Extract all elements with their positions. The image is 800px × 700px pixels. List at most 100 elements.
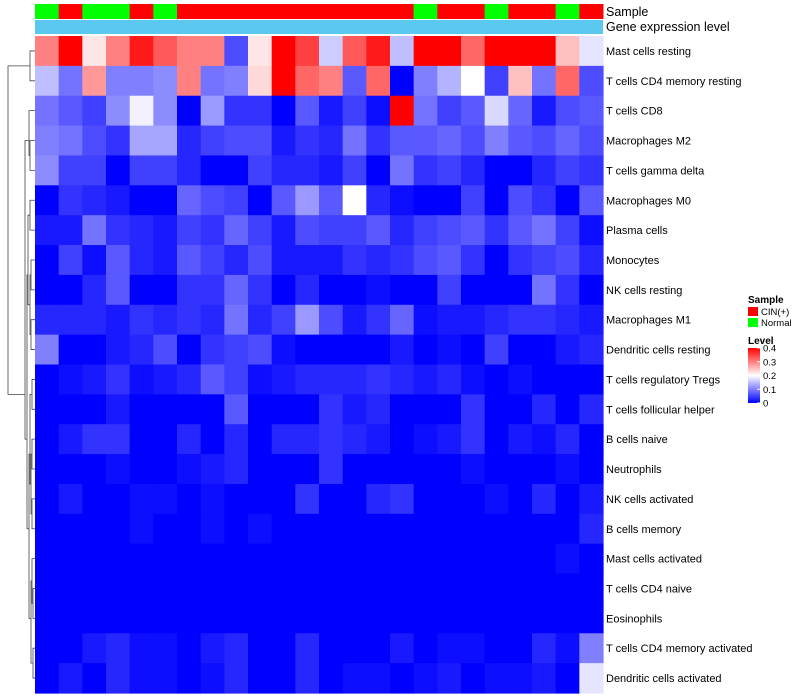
legend-tick-label: 0.4	[763, 344, 776, 355]
dendrogram-branch	[29, 199, 35, 231]
heatmap-cell	[295, 95, 320, 127]
heatmap-cell	[177, 454, 202, 485]
heatmap-cell	[35, 513, 60, 545]
heatmap-cell	[271, 483, 296, 515]
row-label: T cells regulatory Tregs	[606, 374, 721, 386]
heatmap-cell	[555, 543, 580, 575]
heatmap-cell	[153, 573, 178, 605]
heatmap-cell	[579, 155, 604, 186]
row-label: T cells CD4 memory resting	[606, 76, 742, 88]
heatmap-cell	[82, 454, 107, 485]
heatmap-cell	[35, 573, 60, 605]
heatmap-cell	[200, 155, 225, 186]
heatmap-cell	[224, 215, 249, 246]
heatmap-cell	[35, 245, 60, 276]
heatmap-cell	[82, 364, 107, 395]
heatmap-cell	[200, 663, 225, 694]
heatmap-cell	[200, 513, 225, 545]
heatmap-cell	[555, 513, 580, 545]
heatmap-cell	[532, 364, 557, 395]
heatmap-cell	[319, 573, 344, 605]
heatmap-cell	[58, 215, 83, 246]
dendrogram-branch	[30, 580, 33, 664]
legend-swatch-cin	[748, 307, 758, 316]
heatmap-cell	[532, 95, 557, 127]
heatmap-cell	[319, 95, 344, 127]
heatmap-cell	[390, 454, 415, 485]
heatmap-cell	[129, 364, 154, 395]
heatmap-cell	[390, 36, 415, 67]
heatmap-cell	[106, 543, 131, 575]
heatmap-cell	[461, 513, 486, 545]
heatmap-cell	[413, 454, 438, 485]
heatmap-cell	[579, 543, 604, 575]
heatmap-cell	[390, 603, 415, 634]
heatmap-cell	[248, 483, 273, 515]
heatmap-cell	[366, 483, 391, 515]
heatmap-cell	[224, 513, 249, 545]
heatmap-cell	[484, 274, 509, 306]
heatmap-cell	[532, 573, 557, 605]
heatmap-cell	[271, 603, 296, 634]
dendrogram-branch	[31, 438, 35, 470]
sample-annotation-cell	[555, 4, 580, 19]
row-label: B cells naive	[606, 434, 668, 446]
heatmap-cell	[200, 424, 225, 455]
heatmap-cell	[413, 424, 438, 455]
heatmap-cell	[295, 483, 320, 515]
heatmap-cell	[200, 304, 225, 336]
heatmap-cell	[200, 274, 225, 306]
heatmap-cell	[461, 394, 486, 425]
annotation-tracks	[35, 4, 604, 34]
heatmap-cell	[82, 663, 107, 694]
heatmap-cell	[58, 65, 83, 97]
heatmap-cell	[271, 394, 296, 425]
heatmap-cell	[82, 245, 107, 276]
heatmap-cell	[82, 424, 107, 455]
heatmap-cell	[271, 573, 296, 605]
heatmap-cell	[555, 304, 580, 336]
heatmap-cell	[437, 603, 462, 634]
heatmap-cell	[295, 334, 320, 366]
heatmap-cell	[129, 65, 154, 97]
heatmap-cell	[437, 633, 462, 664]
heatmap-cell	[248, 364, 273, 395]
heatmap-cell	[532, 274, 557, 306]
heatmap-cell	[153, 215, 178, 246]
heatmap-cell	[106, 573, 131, 605]
heatmap-cell	[35, 454, 60, 485]
heatmap-cell	[58, 364, 83, 395]
heatmap-cell	[58, 334, 83, 366]
heatmap-cell	[295, 245, 320, 276]
dendrogram-branch	[29, 50, 35, 82]
heatmap-cell	[82, 603, 107, 634]
heatmap-cell	[106, 215, 131, 246]
heatmap-cell	[35, 603, 60, 634]
heatmap-cell	[508, 394, 533, 425]
heatmap-cell	[177, 603, 202, 634]
heatmap-cell	[248, 334, 273, 366]
sample-annotation-cell	[129, 4, 154, 19]
heatmap-cell	[532, 65, 557, 97]
heatmap-cell	[413, 543, 438, 575]
heatmap-cell	[271, 334, 296, 366]
heatmap-cell	[555, 334, 580, 366]
heatmap-cell	[224, 394, 249, 425]
heatmap-cell	[413, 663, 438, 694]
row-label: Plasma cells	[606, 225, 668, 237]
heatmap-cell	[366, 334, 391, 366]
row-label: T cells CD4 memory activated	[606, 643, 753, 655]
sample-annotation-cell	[484, 4, 509, 19]
legend-tick-label: 0.2	[763, 371, 776, 382]
dendrogram-branch	[30, 259, 35, 291]
heatmap-cell	[58, 125, 83, 157]
heatmap-cell	[295, 663, 320, 694]
heatmap-cell	[555, 573, 580, 605]
heatmap-cell	[271, 65, 296, 97]
heatmap-cell	[366, 304, 391, 336]
heatmap-cell	[555, 125, 580, 157]
sample-annotation-cell	[532, 4, 557, 19]
heatmap-cell	[461, 454, 486, 485]
heatmap-cell	[437, 125, 462, 157]
heatmap-cell	[82, 36, 107, 67]
